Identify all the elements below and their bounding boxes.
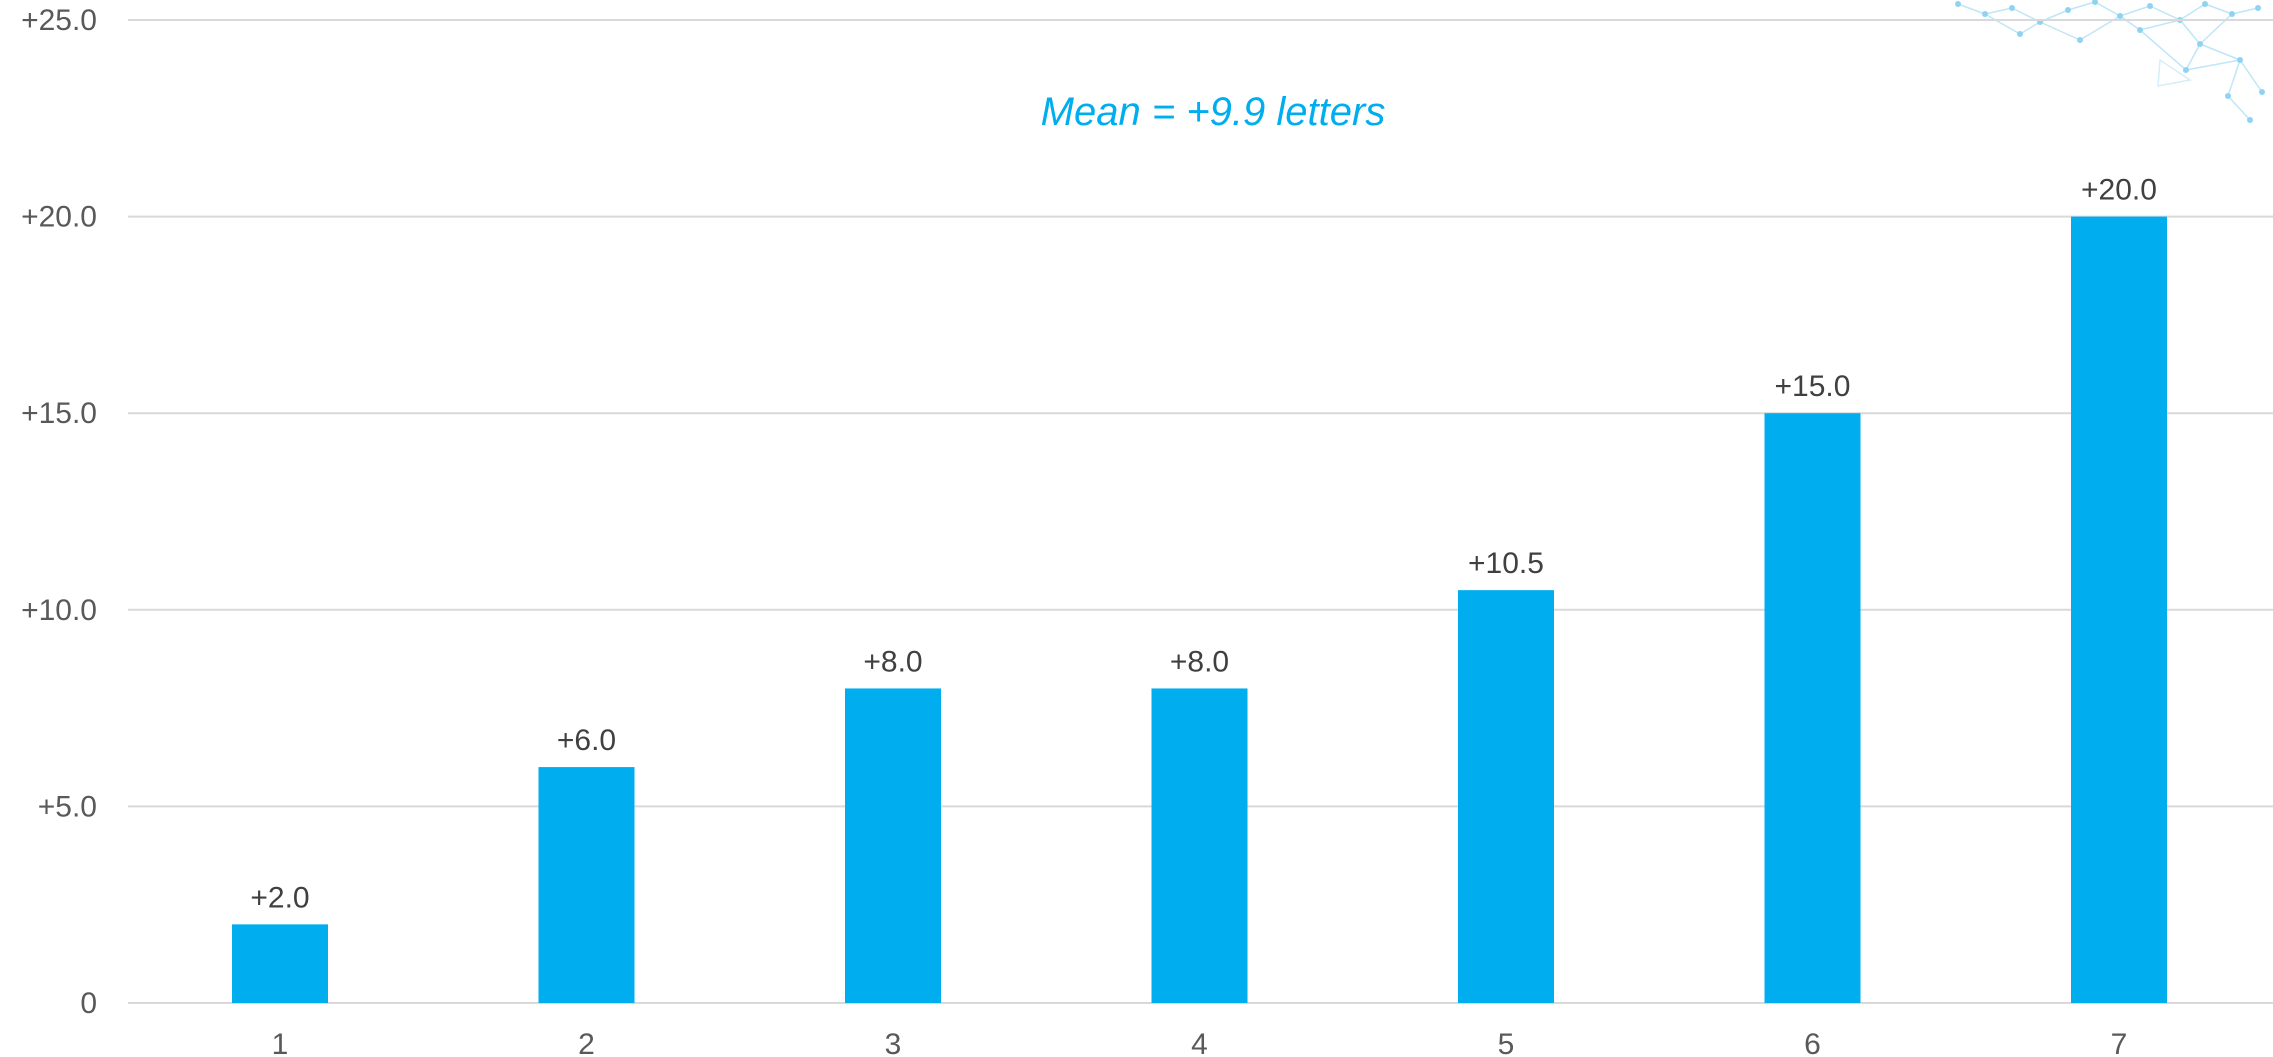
y-axis-ticks: 0 +5.0 +10.0 +15.0 +20.0 +25.0	[21, 4, 97, 1020]
data-label: +20.0	[2081, 174, 2157, 207]
network-node	[2017, 31, 2023, 37]
network-node	[2237, 57, 2243, 63]
data-label: +8.0	[863, 645, 922, 678]
network-node	[2092, 0, 2098, 5]
network-node	[2147, 3, 2153, 9]
x-tick-label: 4	[1191, 1028, 1208, 1057]
network-edge	[2185, 43, 2201, 71]
network-edge	[2149, 5, 2181, 21]
network-node	[2009, 5, 2015, 11]
network-edge	[2179, 19, 2201, 45]
data-label: +8.0	[1170, 645, 1229, 678]
bar	[1764, 413, 1861, 1003]
network-node	[2229, 11, 2235, 17]
network-edge	[1957, 3, 1986, 15]
y-tick-label: +15.0	[21, 397, 97, 430]
bar	[2071, 216, 2167, 1004]
x-tick-label: 2	[578, 1028, 595, 1057]
network-node	[1955, 1, 1961, 7]
network-edge	[2227, 95, 2251, 121]
network-node	[2077, 37, 2083, 43]
y-tick-label: 0	[80, 987, 97, 1020]
network-edge	[2199, 43, 2241, 61]
network-edge	[2231, 7, 2259, 15]
y-tick-label: +10.0	[21, 594, 97, 627]
network-edge	[1984, 13, 2021, 35]
network-facet	[2157, 58, 2192, 87]
data-label: +2.0	[250, 881, 309, 914]
network-edge	[2204, 3, 2233, 15]
network-edge	[2039, 21, 2081, 41]
x-tick-label: 1	[272, 1028, 289, 1057]
network-node	[1982, 11, 1988, 17]
bar	[1151, 688, 1248, 1003]
network-node	[2259, 89, 2265, 95]
network-node	[2225, 93, 2231, 99]
network-edge	[2119, 15, 2141, 31]
network-edge	[2094, 1, 2121, 17]
network-edge	[2119, 5, 2151, 17]
y-tick-label: +20.0	[21, 201, 97, 234]
mean-annotation: Mean = +9.9 letters	[1041, 90, 1386, 134]
network-node	[2255, 5, 2261, 11]
data-label: +6.0	[557, 724, 616, 757]
network-edge	[2227, 59, 2241, 97]
y-tick-label: +25.0	[21, 4, 97, 37]
network-edge	[2185, 59, 2241, 71]
bar	[845, 688, 941, 1003]
network-edge	[2139, 19, 2181, 31]
network-edge	[2179, 3, 2206, 21]
x-tick-label: 7	[2111, 1028, 2128, 1057]
network-node	[2065, 7, 2071, 13]
network-node	[2247, 117, 2253, 123]
x-tick-label: 5	[1498, 1028, 1515, 1057]
bar	[538, 767, 635, 1003]
data-label: +15.0	[1775, 370, 1851, 403]
x-tick-label: 3	[885, 1028, 902, 1057]
network-node	[2137, 27, 2143, 33]
network-edge	[2067, 1, 2096, 11]
x-axis-ticks: 1 2 3 4 5 6 7	[272, 1028, 2128, 1057]
y-tick-label: +5.0	[38, 790, 97, 823]
data-labels: +2.0 +6.0 +8.0 +8.0 +10.5 +15.0 +20.0	[250, 174, 2157, 915]
network-edge	[2019, 21, 2041, 35]
data-label: +10.5	[1468, 547, 1544, 580]
gridlines	[128, 19, 2273, 1004]
network-edge	[2199, 13, 2233, 45]
bar	[232, 924, 328, 1003]
x-tick-label: 6	[1804, 1028, 1821, 1057]
bars	[232, 216, 2167, 1004]
network-node	[2202, 1, 2208, 7]
bar	[1458, 590, 1554, 1003]
network-node	[2183, 67, 2189, 73]
network-edge	[2139, 29, 2187, 71]
network-graphic-icon	[1955, 0, 2265, 123]
network-node	[2117, 13, 2123, 19]
network-edge	[2239, 59, 2263, 93]
network-node	[2197, 41, 2203, 47]
network-edge	[1984, 7, 2013, 15]
